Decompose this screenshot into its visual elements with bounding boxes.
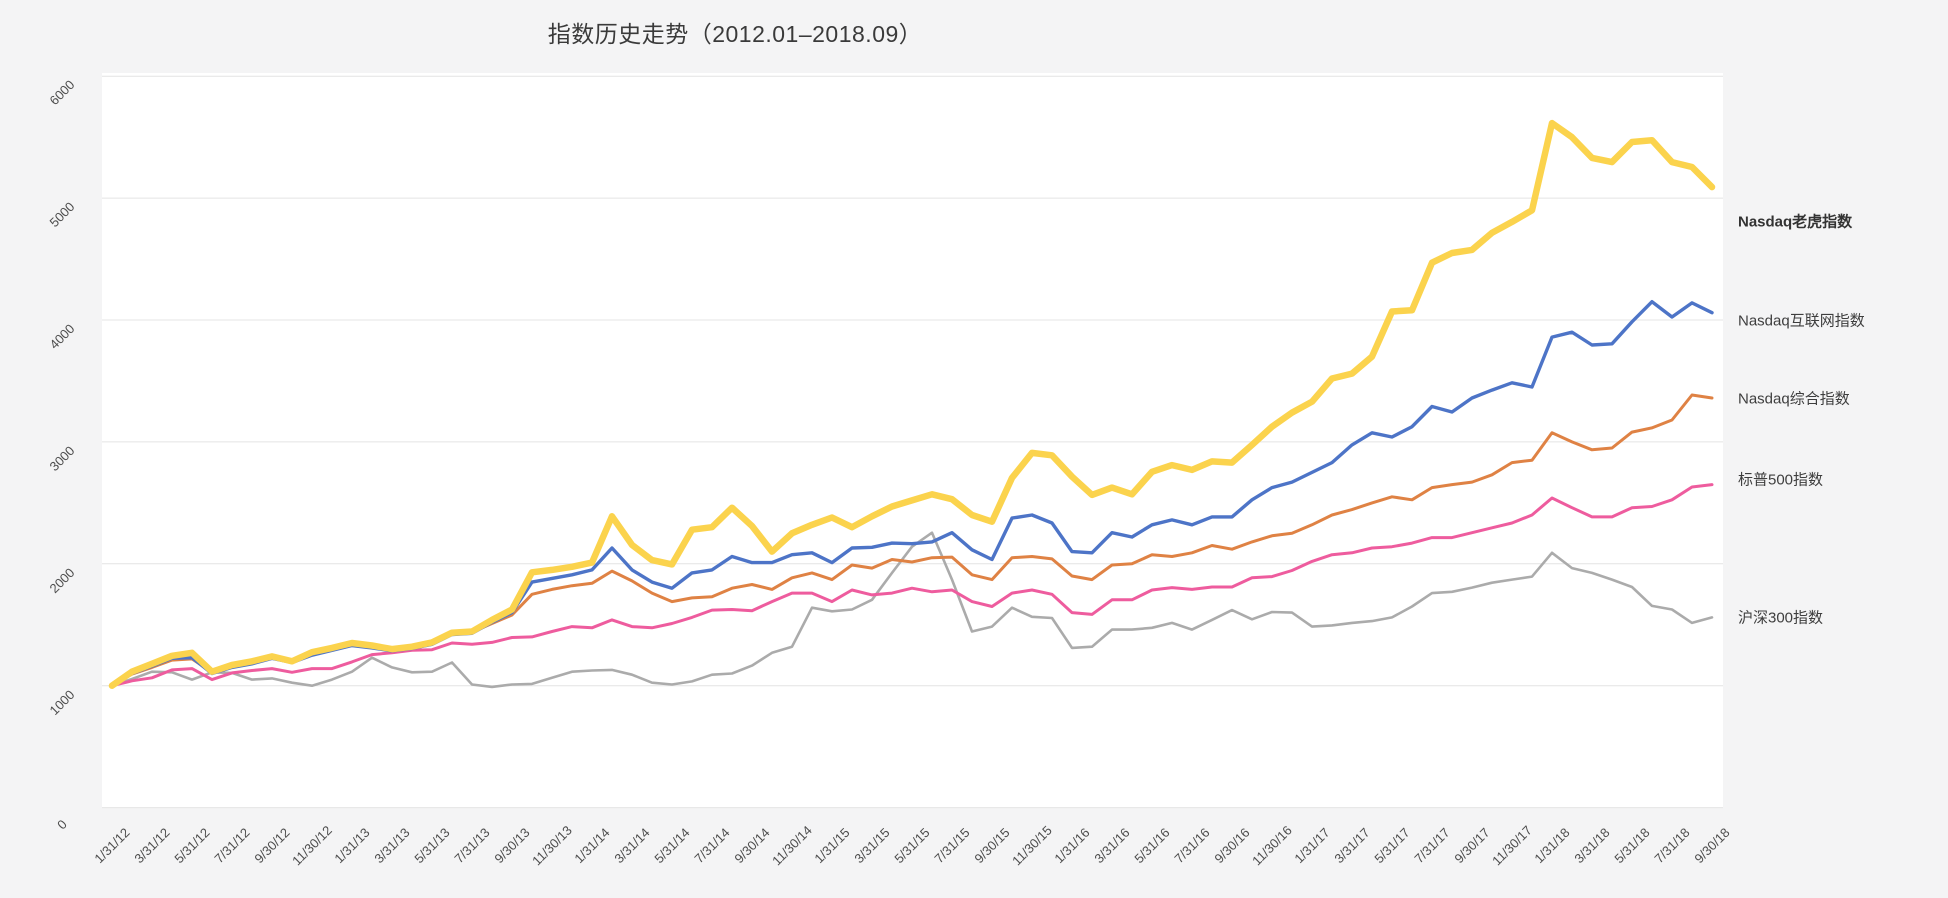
series-line-Nasdaq互联网指数[interactable] <box>110 300 1714 688</box>
series-line-标普500指数[interactable] <box>110 483 1714 688</box>
series-line-沪深300指数[interactable] <box>110 531 1714 689</box>
legend-item-Nasdaq综合指数[interactable]: Nasdaq综合指数 <box>1738 390 1850 408</box>
legend-item-Nasdaq老虎指数[interactable]: Nasdaq老虎指数 <box>1738 213 1853 231</box>
legend-item-标普500指数[interactable]: 标普500指数 <box>1738 471 1824 489</box>
plot-area <box>102 73 1723 808</box>
legend-item-沪深300指数[interactable]: 沪深300指数 <box>1738 609 1824 627</box>
page-title: 指数历史走势（2012.01–2018.09） <box>547 21 923 47</box>
legend-item-Nasdaq互联网指数[interactable]: Nasdaq互联网指数 <box>1738 312 1865 330</box>
series-line-Nasdaq老虎指数[interactable] <box>108 119 1716 689</box>
